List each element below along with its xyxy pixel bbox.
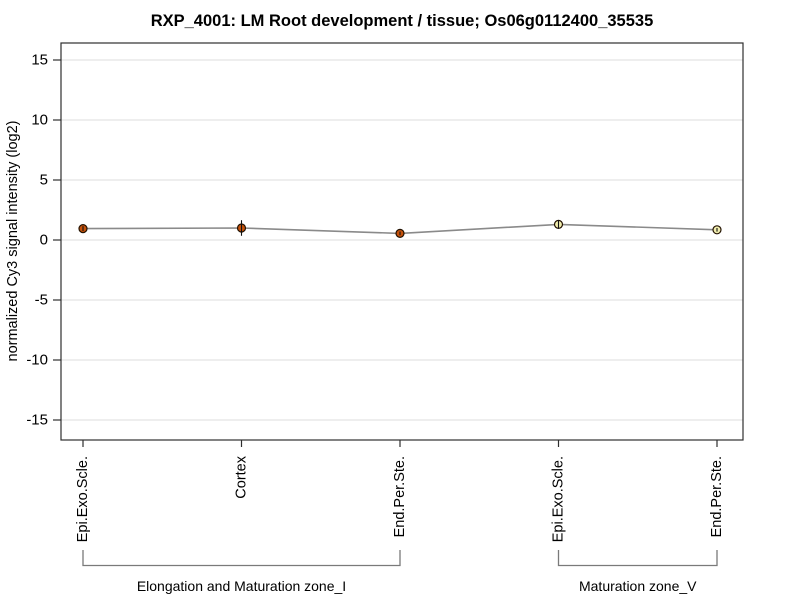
x-tick-label: Epi.Exo.Scle. — [551, 456, 567, 542]
x-tick-label: Epi.Exo.Scle. — [75, 456, 91, 542]
x-axis-group: Epi.Exo.Scle. Cortex End.Per.Ste. Epi.Exo.S… — [75, 440, 725, 542]
x-tick-label: End.Per.Ste. — [392, 456, 408, 537]
gridlines-group — [61, 59, 743, 421]
y-tick-label: 15 — [31, 52, 48, 69]
data-series-group — [78, 219, 722, 238]
group-brackets-group: Elongation and Maturation zone_I Maturati… — [82, 550, 718, 594]
group-bracket — [82, 550, 401, 567]
group-bracket-label: Maturation zone_V — [579, 578, 697, 594]
y-axis-group: 15 10 5 0 -5 -10 -15 — [26, 52, 61, 429]
y-tick-label: 10 — [31, 112, 48, 129]
y-tick-label: 5 — [40, 172, 48, 189]
y-tick-label: -10 — [26, 352, 48, 369]
plot-area-border — [60, 42, 744, 441]
y-axis-title: normalized Cy3 signal intensity (log2) — [5, 121, 21, 362]
y-tick-label: 0 — [40, 232, 48, 249]
group-bracket-label: Elongation and Maturation zone_I — [137, 578, 346, 594]
chart-title: RXP_4001: LM Root development / tissue; … — [151, 12, 654, 30]
x-tick-label: End.Per.Ste. — [709, 456, 725, 537]
group-bracket — [557, 550, 718, 567]
y-tick-label: -15 — [26, 412, 48, 429]
x-tick-label: Cortex — [234, 455, 250, 498]
y-tick-label: -5 — [35, 292, 48, 309]
